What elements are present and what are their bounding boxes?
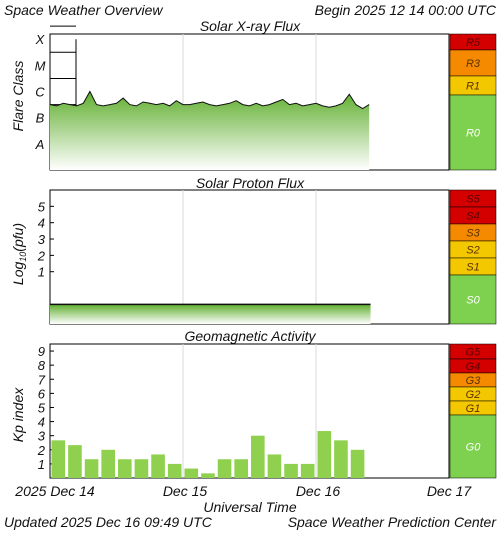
kp-bar <box>84 459 99 478</box>
kp-scale-g0 <box>449 414 497 479</box>
kp-tick-3: 3 <box>38 429 46 444</box>
xray-tick-x: X <box>35 32 46 47</box>
kp-ylabel: Kp index <box>10 387 26 442</box>
proton-scale-s0 <box>449 274 497 325</box>
kp-scale-label-g1: G1 <box>466 403 481 415</box>
xray-tick-m: M <box>35 58 46 73</box>
proton-tick-1: 1 <box>38 265 45 280</box>
kp-scale-label-g2: G2 <box>466 389 481 401</box>
kp-bar <box>101 449 115 478</box>
proton-ylabel: Log10(pfu) <box>10 223 28 285</box>
proton-frame <box>49 189 450 325</box>
xray-area <box>50 91 370 170</box>
xray-ylabel: Flare Class <box>10 61 26 132</box>
proton-scale-label-s3: S3 <box>466 228 480 240</box>
kp-tick-2: 2 <box>37 443 46 458</box>
kp-bar <box>51 440 66 478</box>
kp-tick-7: 7 <box>38 372 46 387</box>
kp-bar <box>251 435 265 478</box>
xray-scale-label-r3: R3 <box>466 58 481 70</box>
proton-tick-5: 5 <box>38 199 46 214</box>
kp-tick-5: 5 <box>38 400 46 415</box>
kp-scale-label-g5: G5 <box>466 347 482 359</box>
kp-bar <box>201 473 215 478</box>
source-credit: Space Weather Prediction Center <box>288 514 498 530</box>
proton-panel: 1 234 5 S5 S4 S3 S2 S1 S0 <box>37 189 497 325</box>
x-tick-dec14: 2025 Dec 14 <box>14 483 95 499</box>
kp-bar <box>217 459 232 478</box>
kp-bar <box>234 459 248 478</box>
proton-scale-label-s5: S5 <box>466 194 480 206</box>
x-axis-label: Universal Time <box>203 499 296 515</box>
proton-area <box>50 304 371 324</box>
x-tick-dec17: Dec 17 <box>427 483 473 499</box>
kp-bar <box>167 463 182 478</box>
xray-series-line <box>49 90 370 110</box>
kp-scale-label-g4: G4 <box>466 361 481 373</box>
kp-bar <box>350 449 365 478</box>
kp-bar <box>284 463 298 478</box>
xray-tick-a: A <box>35 137 45 152</box>
begin-time: Begin 2025 12 14 00:00 UTC <box>315 2 497 18</box>
kp-bar <box>118 459 132 478</box>
kp-bar <box>334 440 348 478</box>
xray-scale-r0 <box>449 94 497 171</box>
xray-tick-b: B <box>36 111 45 126</box>
xray-scale-r3 <box>449 49 497 77</box>
xray-scale-label-r0: R0 <box>466 128 481 140</box>
proton-scale-label-s0: S0 <box>466 295 480 307</box>
proton-tick-3: 3 <box>38 232 46 247</box>
kp-tick-8: 8 <box>38 358 46 373</box>
x-tick-dec15: Dec 15 <box>163 483 208 499</box>
kp-bar <box>134 459 149 478</box>
kp-scale-label-g3: G3 <box>466 375 482 387</box>
proton-tick-4: 4 <box>38 216 45 231</box>
kp-tick-9: 9 <box>38 344 45 359</box>
kp-bar <box>151 454 165 478</box>
kp-bar <box>300 463 315 478</box>
proton-scale-label-s4: S4 <box>466 211 479 223</box>
kp-bar <box>184 468 199 478</box>
geomag-title: Geomagnetic Activity <box>185 328 317 344</box>
kp-tick-4: 4 <box>38 415 45 430</box>
kp-frame <box>49 343 450 479</box>
xray-tick-c: C <box>35 85 45 100</box>
kp-bar <box>68 445 82 478</box>
kp-tick-1: 1 <box>38 457 45 472</box>
proton-scale-label-s1: S1 <box>466 262 479 274</box>
x-tick-dec16: Dec 16 <box>296 483 341 499</box>
proton-title: Solar Proton Flux <box>196 175 305 191</box>
proton-scale-label-s2: S2 <box>466 245 479 257</box>
kp-tick-6: 6 <box>38 386 46 401</box>
proton-ylabel-tail: (pfu) <box>10 223 26 252</box>
kp-bar <box>317 431 332 478</box>
xray-scale-label-r1: R1 <box>466 81 480 93</box>
proton-tick-2: 2 <box>37 248 46 263</box>
page-title: Space Weather Overview <box>4 2 163 18</box>
kp-bar <box>267 454 282 478</box>
xray-scale-label-r5: R5 <box>466 37 481 49</box>
proton-ylabel-main: Log <box>10 262 26 286</box>
updated-time: Updated 2025 Dec 16 09:49 UTC <box>4 514 213 530</box>
proton-ylabel-sub: 10 <box>18 252 28 262</box>
kp-scale-label-g0: G0 <box>466 442 482 454</box>
xray-title: Solar X-ray Flux <box>200 18 301 34</box>
